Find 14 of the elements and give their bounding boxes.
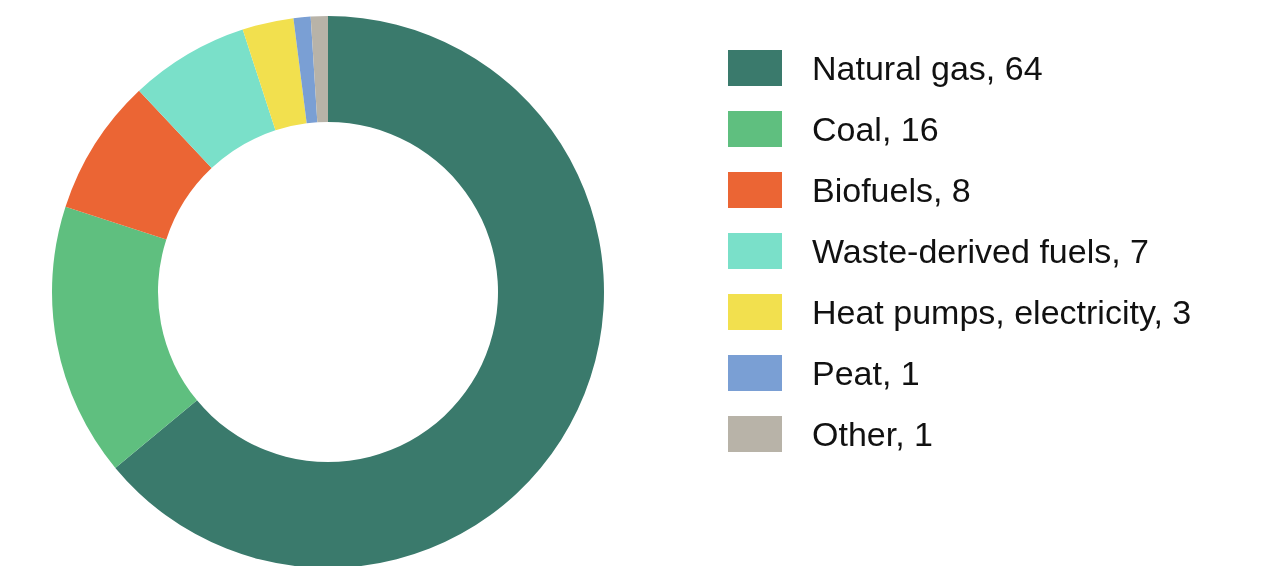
- legend-label: Other, 1: [812, 414, 933, 453]
- legend-label: Natural gas, 64: [812, 48, 1043, 87]
- legend-label: Waste-derived fuels, 7: [812, 231, 1149, 270]
- donut-slice: [52, 206, 198, 468]
- donut-slice: [139, 29, 276, 169]
- legend-label: Biofuels, 8: [812, 170, 971, 209]
- donut-slice: [115, 16, 604, 566]
- legend-label: Heat pumps, electricity, 3: [812, 292, 1192, 331]
- donut-slice: [242, 18, 307, 131]
- legend-label: Coal, 16: [812, 109, 939, 148]
- donut-slice: [65, 90, 212, 240]
- legend-label: Peat, 1: [812, 353, 920, 392]
- donut-slice: [293, 16, 318, 124]
- donut-slice: [310, 16, 328, 123]
